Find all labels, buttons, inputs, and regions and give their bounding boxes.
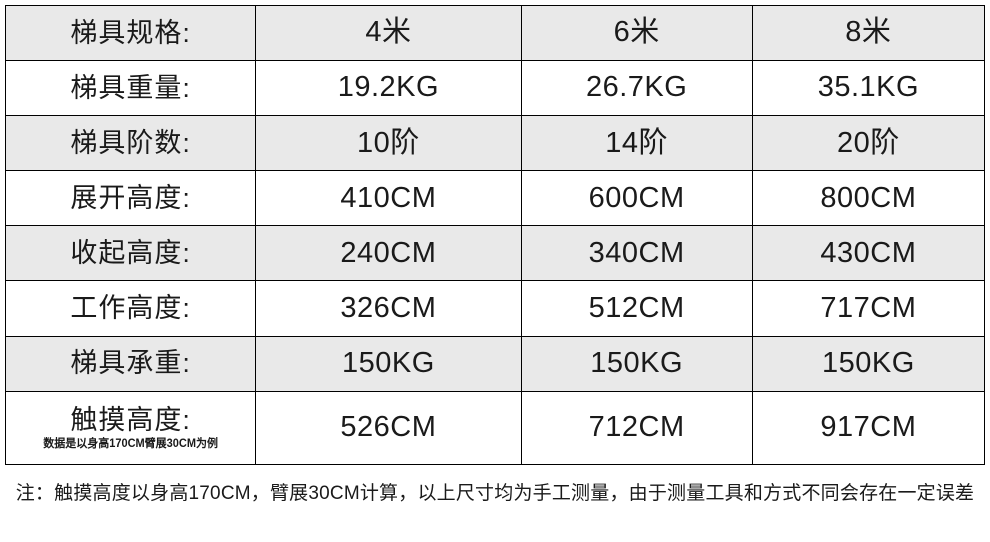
row-label: 工作高度: — [70, 292, 191, 323]
row-value: 526CM — [340, 411, 437, 444]
row-value-cell-8m: 800CM — [751, 170, 986, 227]
row-value: 35.1KG — [817, 71, 920, 104]
row-value: 712CM — [588, 411, 685, 444]
table-row: 梯具承重: 150KG 150KG 150KG — [4, 335, 986, 392]
row-label-cell: 梯具承重: — [4, 335, 257, 392]
row-label-cell: 触摸高度: 数据是以身高170CM臂展30CM为例 — [4, 390, 257, 466]
row-label: 梯具重量: — [70, 72, 191, 103]
row-value-cell-6m: 712CM — [520, 390, 753, 466]
row-value: 14阶 — [605, 126, 669, 159]
row-value-cell-8m: 150KG — [751, 335, 986, 392]
row-value: 8米 — [845, 16, 892, 49]
row-value: 150KG — [821, 346, 915, 379]
row-label-cell: 梯具规格: — [4, 4, 257, 62]
row-label-note: 数据是以身高170CM臂展30CM为例 — [43, 437, 219, 450]
row-value-cell-4m: 150KG — [255, 335, 522, 392]
row-value-cell-4m: 10阶 — [255, 115, 522, 172]
table-row: 梯具重量: 19.2KG 26.7KG 35.1KG — [4, 60, 986, 117]
row-value-cell-6m: 150KG — [520, 335, 753, 392]
table-row: 收起高度: 240CM 340CM 430CM — [4, 225, 986, 282]
row-value-cell-6m: 512CM — [520, 280, 753, 337]
row-value: 4米 — [365, 16, 412, 49]
row-label: 梯具阶数: — [70, 127, 191, 158]
row-value: 20阶 — [836, 126, 900, 159]
row-value-cell-6m: 6米 — [520, 4, 753, 62]
row-value-cell-8m: 430CM — [751, 225, 986, 282]
row-value-cell-8m: 717CM — [751, 280, 986, 337]
row-value-cell-4m: 19.2KG — [255, 60, 522, 117]
row-value: 917CM — [820, 411, 917, 444]
row-value: 10阶 — [357, 126, 420, 159]
row-value-cell-4m: 240CM — [255, 225, 522, 282]
row-value: 430CM — [820, 236, 917, 269]
table-row: 展开高度: 410CM 600CM 800CM — [4, 170, 986, 227]
row-value-cell-6m: 600CM — [520, 170, 753, 227]
row-value: 326CM — [340, 291, 437, 324]
row-label: 梯具承重: — [70, 348, 191, 379]
row-label: 收起高度: — [70, 237, 191, 268]
row-value-cell-8m: 8米 — [751, 4, 986, 62]
row-value-cell-8m: 917CM — [751, 390, 986, 466]
table-row: 工作高度: 326CM 512CM 717CM — [4, 280, 986, 337]
row-label-stack: 触摸高度: 数据是以身高170CM臂展30CM为例 — [6, 405, 255, 450]
row-value-cell-4m: 4米 — [255, 4, 522, 62]
row-value-cell-4m: 526CM — [255, 390, 522, 466]
row-label: 触摸高度: — [70, 405, 191, 436]
row-value: 717CM — [820, 291, 917, 324]
row-label: 梯具规格: — [70, 17, 191, 48]
row-value: 512CM — [588, 291, 685, 324]
row-value: 6米 — [613, 16, 660, 49]
spec-table-body: 梯具规格: 4米 6米 8米 梯具重量: 19.2KG — [4, 4, 986, 466]
row-value-cell-8m: 35.1KG — [751, 60, 986, 117]
row-value-cell-6m: 14阶 — [520, 115, 753, 172]
row-value: 26.7KG — [585, 71, 688, 104]
row-value: 150KG — [590, 346, 684, 379]
table-row: 触摸高度: 数据是以身高170CM臂展30CM为例 526CM 712CM 91… — [4, 390, 986, 466]
row-value: 340CM — [588, 236, 685, 269]
row-value: 150KG — [341, 346, 435, 379]
row-value: 410CM — [340, 181, 437, 214]
table-row: 梯具规格: 4米 6米 8米 — [4, 4, 986, 62]
row-label-cell: 梯具阶数: — [4, 115, 257, 172]
ladder-spec-table: 梯具规格: 4米 6米 8米 梯具重量: 19.2KG — [4, 4, 986, 466]
row-label-cell: 收起高度: — [4, 225, 257, 282]
row-label-cell: 梯具重量: — [4, 60, 257, 117]
row-label-cell: 工作高度: — [4, 280, 257, 337]
row-value-cell-6m: 26.7KG — [520, 60, 753, 117]
row-value: 600CM — [588, 181, 685, 214]
row-value-cell-4m: 410CM — [255, 170, 522, 227]
row-value-cell-8m: 20阶 — [751, 115, 986, 172]
row-value: 240CM — [340, 236, 437, 269]
row-value-cell-4m: 326CM — [255, 280, 522, 337]
table-row: 梯具阶数: 10阶 14阶 20阶 — [4, 115, 986, 172]
row-label-cell: 展开高度: — [4, 170, 257, 227]
row-value: 19.2KG — [337, 71, 440, 104]
row-value: 800CM — [820, 181, 917, 214]
row-value-cell-6m: 340CM — [520, 225, 753, 282]
row-label: 展开高度: — [70, 182, 191, 213]
table-footnote: 注：触摸高度以身高170CM，臂展30CM计算，以上尺寸均为手工测量，由于测量工… — [15, 483, 975, 504]
